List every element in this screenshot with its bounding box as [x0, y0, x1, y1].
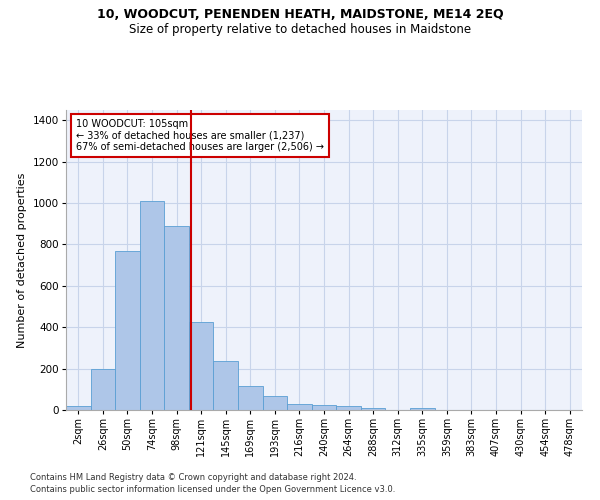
Bar: [91, 368, 115, 410]
Text: Size of property relative to detached houses in Maidstone: Size of property relative to detached ho…: [129, 22, 471, 36]
Bar: [140, 201, 164, 410]
Bar: [238, 386, 263, 410]
Bar: [361, 408, 385, 410]
Bar: [164, 226, 189, 410]
Text: 10 WOODCUT: 105sqm
← 33% of detached houses are smaller (1,237)
67% of semi-deta: 10 WOODCUT: 105sqm ← 33% of detached hou…: [76, 119, 325, 152]
Text: 10, WOODCUT, PENENDEN HEATH, MAIDSTONE, ME14 2EQ: 10, WOODCUT, PENENDEN HEATH, MAIDSTONE, …: [97, 8, 503, 20]
Y-axis label: Number of detached properties: Number of detached properties: [17, 172, 27, 348]
Bar: [336, 406, 361, 410]
Bar: [189, 322, 214, 410]
Bar: [287, 404, 312, 410]
Bar: [312, 405, 336, 410]
Bar: [66, 406, 91, 410]
Text: Contains HM Land Registry data © Crown copyright and database right 2024.: Contains HM Land Registry data © Crown c…: [30, 472, 356, 482]
Bar: [263, 396, 287, 410]
Text: Contains public sector information licensed under the Open Government Licence v3: Contains public sector information licen…: [30, 485, 395, 494]
Bar: [214, 362, 238, 410]
Bar: [115, 250, 140, 410]
Bar: [410, 408, 434, 410]
